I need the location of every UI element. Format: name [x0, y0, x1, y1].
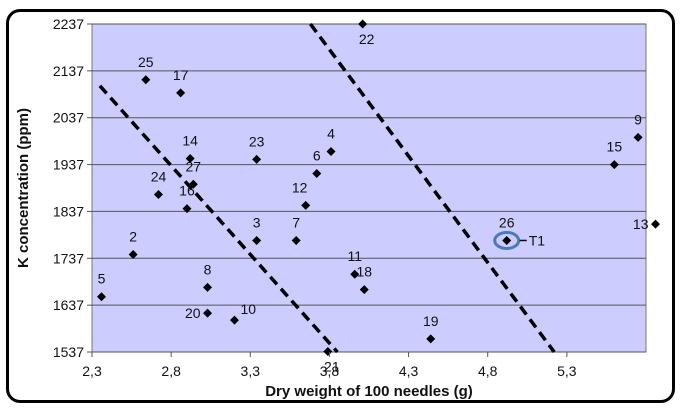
point-label: 18: [356, 264, 372, 280]
x-tick-label: 2,3: [82, 363, 102, 379]
data-point: [301, 200, 311, 210]
point-label: 7: [292, 214, 300, 230]
x-axis-title: Dry weight of 100 needles (g): [265, 383, 473, 400]
data-point: [633, 132, 643, 142]
x-tick-label: 2,8: [161, 363, 181, 379]
y-tick-label: 1537: [53, 344, 84, 360]
data-point: [203, 308, 213, 318]
point-label: 3: [253, 214, 261, 230]
point-label: 12: [292, 179, 308, 195]
data-point: [291, 235, 301, 245]
point-label: 2: [129, 229, 137, 245]
point-label: 19: [423, 313, 439, 329]
y-tick-label: 2137: [53, 63, 84, 79]
point-label: 4: [327, 125, 335, 141]
data-point: [96, 292, 106, 302]
point-label: 11: [347, 248, 362, 264]
data-point: [650, 219, 660, 229]
point-label: 26: [499, 214, 515, 230]
data-point: [188, 179, 198, 189]
data-point: [229, 315, 239, 325]
y-tick-label: 1737: [53, 250, 84, 266]
data-point: [182, 204, 192, 214]
y-tick-label: 2237: [53, 16, 84, 32]
point-label: 6: [313, 147, 321, 163]
x-tick-label: 4,3: [399, 363, 419, 379]
highlight-label: T1: [529, 232, 546, 248]
data-point: [176, 88, 186, 98]
point-label: 8: [204, 261, 212, 277]
plot-area: [91, 23, 647, 353]
point-label: 17: [173, 67, 189, 83]
y-axis-title: K concentration (ppm): [15, 108, 32, 268]
y-tick-label: 1637: [53, 297, 84, 313]
data-point: [185, 153, 195, 163]
point-label: 9: [634, 111, 642, 127]
trend-line: [309, 22, 556, 354]
trend-lines: [98, 22, 556, 354]
data-point: [128, 250, 138, 260]
y-tick-label: 1837: [53, 203, 84, 219]
point-label: 24: [151, 169, 167, 185]
point-label: 25: [138, 54, 154, 70]
trend-line: [98, 84, 339, 354]
highlight-ring: [493, 230, 521, 250]
data-point: [609, 160, 619, 170]
data-point: [326, 146, 336, 156]
x-tick-label: 3,8: [320, 363, 340, 379]
x-tick-label: 5,3: [557, 363, 577, 379]
point-label: 14: [182, 132, 198, 148]
data-point: [141, 75, 151, 85]
point-label: 22: [359, 31, 375, 47]
x-tick-label: 3,3: [241, 363, 261, 379]
point-label: 23: [249, 133, 265, 149]
point-label: 13: [633, 216, 649, 232]
point-label: 16: [179, 183, 195, 199]
x-tick-label: 4,8: [478, 363, 498, 379]
data-point: [312, 168, 322, 178]
data-point: [252, 235, 262, 245]
point-label: 27: [186, 158, 202, 174]
point-label: 20: [185, 305, 201, 321]
data-point: [323, 347, 333, 357]
point-label: 10: [240, 301, 256, 317]
data-point: [350, 269, 360, 279]
data-point: [426, 334, 436, 344]
data-point: [502, 235, 512, 245]
data-point: [359, 285, 369, 295]
point-label: 15: [607, 139, 623, 155]
data-point: [358, 19, 368, 29]
y-tick-label: 2037: [53, 110, 84, 126]
gridlines: [92, 23, 646, 353]
data-point: [153, 190, 163, 200]
point-label: 21: [324, 359, 340, 375]
y-tick-label: 1937: [53, 157, 84, 173]
data-point: [203, 282, 213, 292]
data-point: [252, 154, 262, 164]
point-label: 5: [98, 271, 106, 287]
